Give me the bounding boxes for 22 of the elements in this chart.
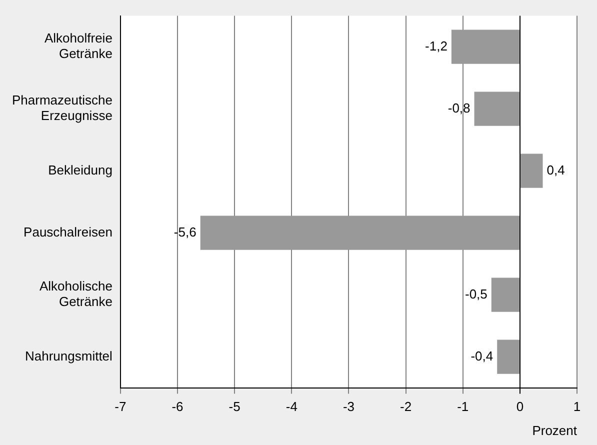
x-axis-title: Prozent xyxy=(532,422,578,438)
x-tick-label: -4 xyxy=(286,399,298,414)
data-label: -0,4 xyxy=(470,348,494,364)
x-tick-label: -5 xyxy=(228,399,240,414)
data-label: 0,4 xyxy=(546,162,565,178)
x-tick-label: -7 xyxy=(114,399,126,414)
data-label: -0,5 xyxy=(464,286,488,302)
y-tick-label: Pauschalreisen xyxy=(24,224,112,240)
x-tick-label: 1 xyxy=(573,399,581,414)
y-tick-label: Nahrungsmittel xyxy=(25,348,113,364)
y-tick-label: Pharmazeutische Erzeugnisse xyxy=(12,92,112,124)
x-tick-label: -1 xyxy=(457,399,469,414)
x-tick-label: 0 xyxy=(516,399,524,414)
y-tick-label: Alkoholfreie Getränke xyxy=(44,30,112,62)
x-tick-label: -6 xyxy=(172,399,184,414)
y-tick-label: Bekleidung xyxy=(48,162,112,178)
y-tick-label: Alkoholische Getränke xyxy=(39,278,112,310)
x-tick-label: -3 xyxy=(342,399,354,414)
data-label: -1,2 xyxy=(425,38,448,54)
data-label: -0,8 xyxy=(448,100,470,116)
x-tick-label: -2 xyxy=(400,399,412,414)
data-label: -5,6 xyxy=(174,224,196,240)
